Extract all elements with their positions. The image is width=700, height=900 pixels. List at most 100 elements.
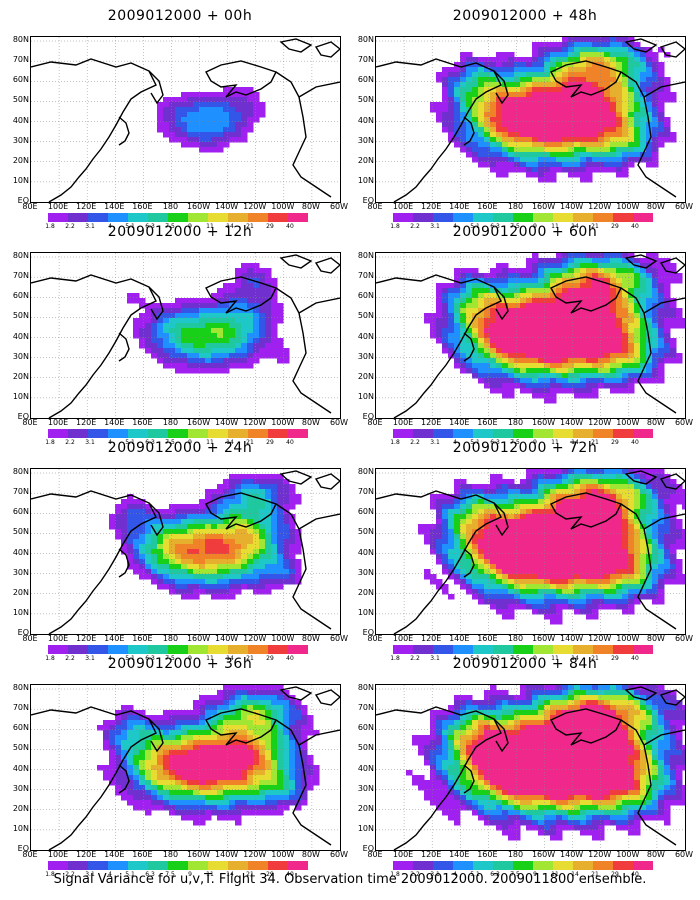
variance-cell [217,348,224,354]
variance-cell [151,328,158,334]
variance-cell [448,343,455,349]
variance-cell [532,308,539,314]
colorbar-swatch [453,213,473,222]
variance-cell [580,519,587,525]
variance-cell [562,313,569,319]
colorbar-swatch [188,213,208,222]
variance-cell [640,268,647,274]
variance-cell [277,318,284,324]
longitude-tick-label: 100E [47,202,69,211]
variance-cell [448,92,455,98]
variance-cell [634,474,641,480]
variance-cell [568,499,575,505]
variance-cell [229,745,236,751]
variance-cell [598,278,605,284]
variance-cell [241,745,248,751]
variance-cell [490,549,497,555]
variance-cell [460,479,467,485]
variance-cell [241,805,248,811]
variance-cell [544,353,551,359]
variance-cell [205,569,212,575]
variance-cell [586,142,593,148]
variance-cell [592,383,599,389]
variance-cell [289,494,296,500]
variance-cell [157,117,164,123]
variance-cell [574,514,581,520]
variance-cell [151,790,158,796]
variance-cell [604,62,611,68]
variance-cell [217,770,224,776]
variance-cell [592,514,599,520]
variance-cell [610,258,617,264]
variance-cell [127,725,134,731]
variance-cell [253,554,260,560]
variance-cell [538,132,545,138]
variance-cell [283,519,290,525]
variance-cell [199,353,206,359]
variance-cell [652,353,659,359]
variance-cell [532,278,539,284]
variance-cell [121,775,128,781]
variance-cell [436,323,443,329]
colorbar-swatch [433,213,453,222]
variance-cell [592,52,599,58]
variance-cell [652,273,659,279]
variance-cell [241,760,248,766]
variance-cell [127,549,134,555]
variance-cell [544,524,551,530]
variance-cell [580,474,587,480]
colorbar-level-label: 7.5 [165,871,175,878]
variance-cell [472,348,479,354]
variance-cell [223,790,230,796]
variance-cell [664,87,671,93]
variance-cell [670,534,677,540]
variance-cell [520,87,527,93]
variance-cell [163,745,170,751]
colorbar-swatch [248,213,268,222]
variance-cell [628,263,635,269]
variance-cell [133,569,140,575]
variance-cell [628,484,635,490]
variance-cell [574,288,581,294]
longitude-tick-label: 120W [588,418,612,427]
variance-cell [676,323,683,329]
variance-cell [556,77,563,83]
variance-cell [127,775,134,781]
variance-cell [490,509,497,515]
variance-cell [181,363,188,369]
variance-cell [217,705,224,711]
variance-cell [283,358,290,364]
variance-cell [628,358,635,364]
variance-cell [235,800,242,806]
variance-cell [265,770,272,776]
variance-cell [223,132,230,138]
variance-cell [640,67,647,73]
variance-cell [133,755,140,761]
variance-cell [211,715,218,721]
variance-cell [253,514,260,520]
variance-cell [211,137,218,143]
variance-cell [181,800,188,806]
variance-cell [466,137,473,143]
variance-cell [538,162,545,168]
variance-cell [229,102,236,108]
variance-cell [550,489,557,495]
variance-cell [550,283,557,289]
variance-cell [472,514,479,520]
variance-cell [436,77,443,83]
variance-cell [265,278,272,284]
variance-cell [544,283,551,289]
variance-cell [514,82,521,88]
variance-cell [544,388,551,394]
variance-cell [229,92,236,98]
variance-cell [640,77,647,83]
variance-cell [478,137,485,143]
variance-cell [616,378,623,384]
coastline [659,257,685,274]
variance-cell [610,157,617,163]
variance-cell [472,132,479,138]
variance-cell [235,288,242,294]
variance-cell [211,705,218,711]
variance-cell [628,504,635,510]
variance-cell [460,147,467,153]
